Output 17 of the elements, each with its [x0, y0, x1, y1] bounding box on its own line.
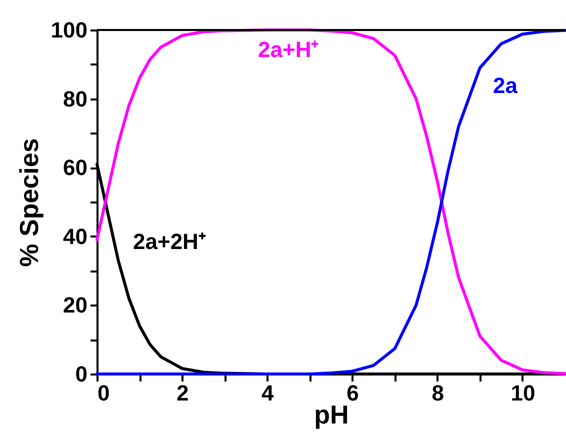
x-axis-title: pH [314, 400, 349, 430]
series-label: 2a+2H⁺ [133, 229, 206, 254]
series-label: 2a+H⁺ [258, 37, 320, 62]
y-tick-label: 0 [75, 362, 88, 386]
x-tick-label: 0 [98, 380, 110, 406]
x-tick-label: 6 [346, 380, 359, 406]
y-axis-title: % Species [14, 138, 44, 267]
y-tick-label: 40 [63, 224, 88, 249]
y-tick-label: 20 [63, 292, 88, 318]
y-tick-label: 60 [63, 155, 88, 180]
x-tick-label: 2 [176, 380, 189, 406]
x-tick-label: 10 [510, 380, 536, 406]
x-tick-label: 8 [432, 380, 444, 406]
y-tick-label: 100 [50, 18, 88, 42]
x-tick-label: 4 [262, 380, 275, 406]
series-label: 2a [493, 73, 518, 98]
y-tick-label: 80 [63, 86, 88, 112]
